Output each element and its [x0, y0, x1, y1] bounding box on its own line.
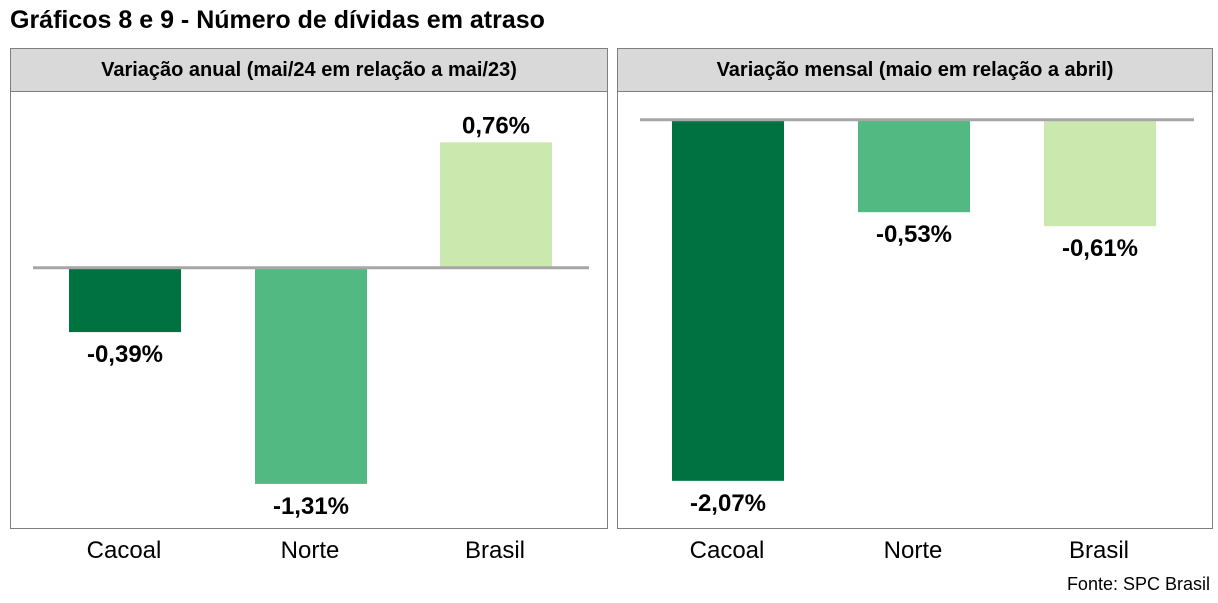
- monthly-bar-norte: [858, 119, 970, 213]
- monthly-chart-title: Variação mensal (maio em relação a abril…: [618, 49, 1212, 92]
- page-title: Gráficos 8 e 9 - Número de dívidas em at…: [10, 6, 545, 34]
- annual-data-label-cacoal: -0,39%: [87, 341, 163, 368]
- annual-bar-brasil: [440, 142, 552, 268]
- annual-category-axis: Cacoal Norte Brasil: [10, 537, 608, 569]
- annual-data-label-norte: -1,31%: [273, 493, 349, 520]
- annual-category-label-cacoal: Cacoal: [86, 537, 162, 564]
- annual-variation-chart-panel: Variação anual (mai/24 em relação a mai/…: [10, 48, 608, 529]
- monthly-category-label-brasil: Brasil: [1068, 537, 1129, 564]
- annual-bar-norte: [255, 267, 367, 484]
- annual-category-label-brasil: Brasil: [464, 537, 525, 564]
- annual-chart-plot: -0,39% -1,31% 0,76%: [33, 112, 589, 520]
- monthly-data-label-brasil: -0,61%: [1062, 235, 1138, 262]
- annual-data-label-brasil: 0,76%: [462, 112, 530, 139]
- annual-chart-title: Variação anual (mai/24 em relação a mai/…: [11, 49, 607, 92]
- monthly-bar-cacoal: [672, 119, 784, 481]
- monthly-category-label-cacoal: Cacoal: [689, 537, 765, 564]
- monthly-bar-brasil: [1044, 119, 1156, 227]
- monthly-category-label-norte: Norte: [883, 537, 943, 564]
- monthly-category-axis: Cacoal Norte Brasil: [617, 537, 1213, 569]
- monthly-variation-chart-panel: Variação mensal (maio em relação a abril…: [617, 48, 1213, 529]
- annual-bar-cacoal: [69, 267, 181, 333]
- monthly-data-label-norte: -0,53%: [876, 221, 952, 248]
- monthly-data-label-cacoal: -2,07%: [690, 490, 766, 517]
- monthly-chart-plot: -2,07% -0,53% -0,61%: [640, 118, 1194, 517]
- annual-category-label-norte: Norte: [280, 537, 340, 564]
- source-note: Fonte: SPC Brasil: [1066, 574, 1210, 594]
